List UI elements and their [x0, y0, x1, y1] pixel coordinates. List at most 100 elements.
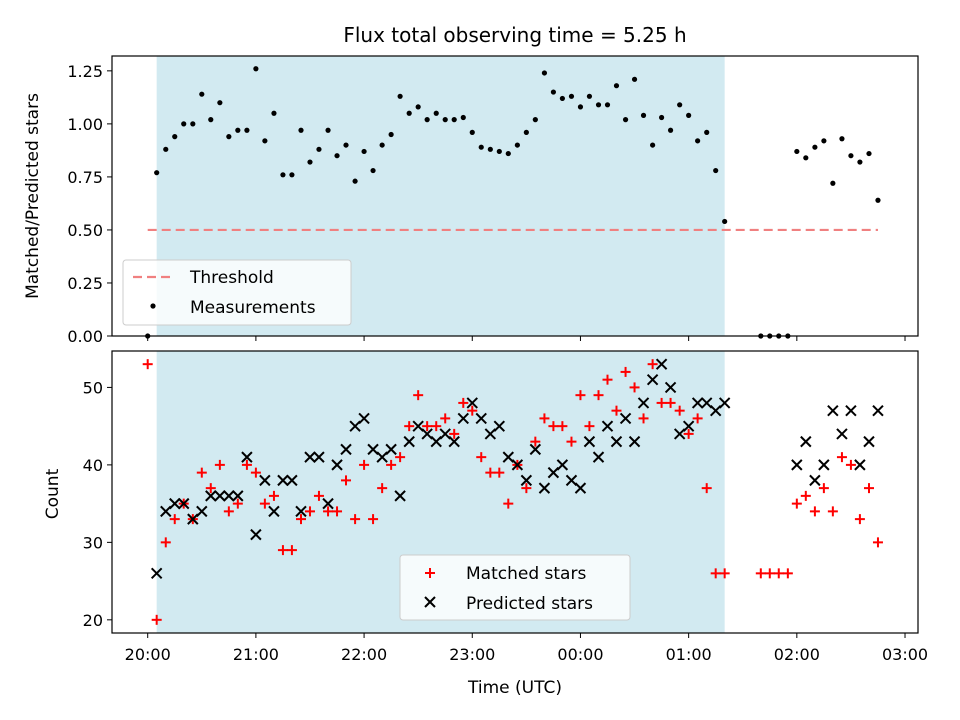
- matched-star-point: [485, 467, 496, 478]
- matched-star-point: [296, 514, 307, 525]
- measurement-point: [397, 93, 403, 99]
- matched-star-point: [863, 483, 874, 494]
- predicted-star-point: [529, 443, 542, 456]
- predicted-star-point: [214, 490, 226, 502]
- measurement-point: [217, 100, 223, 106]
- predicted-star-point: [628, 435, 641, 448]
- predicted-star-point: [872, 404, 884, 417]
- x-tick-label: 02:00: [774, 645, 820, 664]
- axes-border: [111, 55, 919, 337]
- predicted-star-point: [565, 474, 578, 487]
- matched-star-point: [665, 397, 676, 408]
- measurement-point: [803, 155, 809, 161]
- predicted-star-point: [412, 420, 424, 432]
- predicted-star-x-b: [475, 412, 487, 425]
- measurement-point: [181, 121, 187, 127]
- matched-star-point: [205, 483, 216, 494]
- measurement-point: [848, 153, 854, 159]
- predicted-star-x-b: [574, 482, 587, 494]
- predicted-star-point: [223, 490, 235, 502]
- matched-star-point: [449, 428, 460, 439]
- predicted-star-point: [196, 505, 208, 518]
- matched-star-point: [773, 568, 784, 579]
- matched-star-point: [359, 459, 370, 470]
- matched-star-point: [647, 359, 658, 370]
- matched-star-point: [268, 490, 279, 501]
- predicted-star-x-b: [205, 490, 217, 502]
- predicted-star-point: [845, 404, 857, 417]
- legend-box: [399, 554, 631, 621]
- bottom-y-ticks: 20 30 40 50: [83, 378, 112, 630]
- matched-star-point: [368, 514, 379, 525]
- measurement-point: [704, 129, 710, 135]
- predicted-star-point: [385, 443, 397, 456]
- measurement-point: [298, 127, 304, 133]
- matched-star-point: [827, 506, 838, 517]
- y-tick-label: 0.25: [67, 274, 103, 293]
- predicted-star-x-b: [448, 435, 460, 448]
- predicted-star-x-b: [637, 397, 650, 409]
- matched-star-point: [404, 421, 415, 432]
- measurement-point: [650, 142, 656, 148]
- predicted-star-x-b: [376, 451, 388, 463]
- predicted-star-point: [863, 435, 875, 448]
- matched-star-point: [791, 498, 802, 509]
- matched-star-point: [169, 514, 180, 525]
- predicted-star-point: [538, 482, 551, 494]
- predicted-star-point: [637, 397, 650, 409]
- predicted-star-point: [601, 420, 614, 432]
- predicted-star-x-b: [331, 459, 343, 471]
- predicted-star-x-b: [709, 404, 722, 417]
- predicted-star-point: [646, 373, 659, 386]
- predicted-star-x-b: [872, 404, 884, 417]
- matched-star-point: [674, 405, 685, 416]
- matched-star-point: [277, 545, 288, 556]
- measurement-point: [316, 146, 322, 152]
- matched-star-point: [782, 568, 793, 579]
- predicted-star-point: [709, 404, 722, 417]
- measurement-point: [208, 117, 214, 123]
- predicted-star-x-b: [565, 474, 578, 487]
- matched-star-point: [692, 413, 703, 424]
- matched-star-point: [458, 397, 469, 408]
- predicted-star-x-b: [664, 381, 677, 394]
- predicted-star-x-b: [187, 513, 199, 525]
- predicted-star-point: [349, 420, 361, 432]
- predicted-star-point: [178, 497, 190, 510]
- matched-star-point: [764, 568, 775, 579]
- measurement-point: [667, 127, 674, 133]
- matched-star-point: [250, 467, 261, 478]
- top-y-axis-label: Matched/Predicted stars: [23, 93, 43, 299]
- predicted-star-x-b: [520, 474, 533, 487]
- bottom-panel-counts: 20 30 40 50 20:00 21:00 22:00 23:00 00:00 01:00 0…: [43, 350, 928, 698]
- measurement-point: [821, 138, 827, 144]
- predicted-star-point: [520, 474, 533, 487]
- matched-star-point: [593, 390, 604, 401]
- predicted-star-point: [394, 490, 406, 502]
- measurement-point: [253, 66, 259, 72]
- predicted-star-point: [205, 490, 217, 502]
- matched-star-point: [332, 506, 343, 517]
- predicted-star-x-b: [610, 435, 623, 448]
- measurement-point: [695, 138, 701, 144]
- predicted-star-x-b: [214, 490, 226, 502]
- predicted-star-x-b: [691, 397, 704, 409]
- predicted-star-x-b: [547, 466, 560, 479]
- matched-star-point: [539, 413, 550, 424]
- predicted-star-x-b: [430, 435, 442, 448]
- measurement-point: [532, 117, 538, 123]
- matched-star-point: [872, 537, 883, 548]
- predicted-star-x-b: [701, 397, 713, 409]
- matched-star-point: [638, 413, 649, 424]
- matched-star-point: [575, 390, 586, 401]
- measurement-point: [415, 104, 421, 110]
- matched-star-point: [836, 452, 847, 463]
- measurement-point: [577, 104, 584, 110]
- matched-star-point: [313, 490, 324, 501]
- measurement-point: [478, 144, 484, 150]
- predicted-star-point: [809, 474, 821, 487]
- measurement-point: [658, 114, 665, 121]
- predicted-star-point: [403, 435, 415, 448]
- predicted-star-x-b: [809, 474, 821, 487]
